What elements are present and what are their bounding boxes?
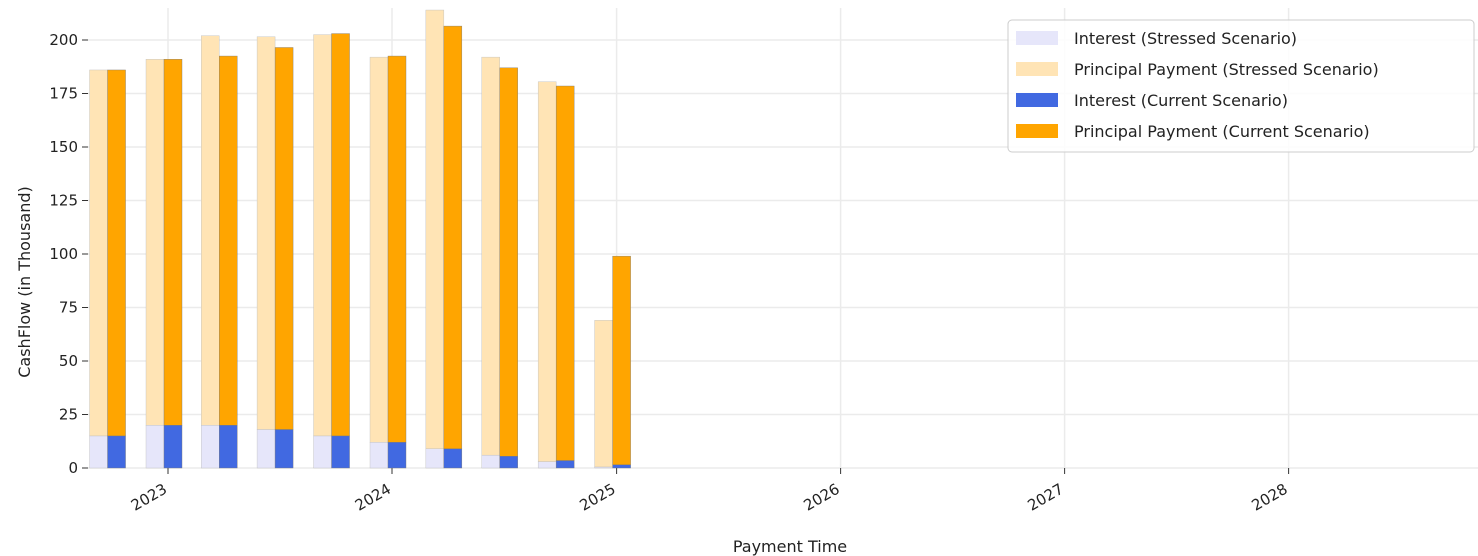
bar-current-interest (443, 448, 463, 469)
bar-current-interest (499, 456, 518, 469)
bar-current-interest (163, 425, 183, 469)
bar-stressed-interest (256, 429, 276, 469)
bar-stressed-interest (89, 435, 108, 469)
legend-swatch (1016, 93, 1058, 107)
y-tick-label: 125 (49, 192, 78, 210)
legend-swatch (1016, 62, 1058, 76)
bar-current-principal (443, 25, 463, 449)
bars (89, 9, 631, 469)
bar-current-principal (331, 33, 350, 437)
bar-current-principal (107, 69, 126, 437)
x-tick-label: 2027 (1025, 480, 1067, 515)
y-tick-label: 150 (49, 138, 78, 156)
x-tick-marks (167, 468, 1290, 474)
x-tick-label: 2028 (1249, 480, 1291, 515)
x-axis-title: Payment Time (733, 537, 847, 556)
bar-current-principal (274, 47, 294, 430)
bar-stressed-interest (201, 425, 220, 469)
bar-current-principal (387, 55, 407, 443)
y-tick-labels: 0 25 50 75 100 125 150 175 200 (49, 31, 78, 477)
bar-current-interest (331, 435, 350, 469)
legend: Interest (Stressed Scenario) Principal Pa… (1007, 19, 1475, 153)
bar-stressed-principal (313, 34, 332, 437)
x-tick-labels: 2023 2024 2025 2026 2027 2028 (128, 480, 1291, 515)
bar-stressed-principal (145, 59, 165, 426)
bar-stressed-interest (537, 461, 557, 469)
bar-current-interest (219, 425, 238, 469)
bar-stressed-interest (369, 442, 389, 469)
y-axis-title: CashFlow (in Thousand) (15, 186, 34, 378)
bar-stressed-principal (537, 81, 557, 462)
y-tick-label: 0 (68, 459, 78, 477)
bar-stressed-principal (481, 56, 500, 456)
x-tick-label: 2026 (801, 480, 843, 515)
legend-label: Interest (Stressed Scenario) (1074, 29, 1297, 48)
bar-stressed-principal (369, 56, 389, 443)
bar-current-principal (219, 55, 238, 426)
y-tick-label: 50 (59, 352, 78, 370)
bar-stressed-principal (89, 69, 108, 437)
bar-current-interest (274, 429, 294, 469)
legend-label: Principal Payment (Stressed Scenario) (1074, 60, 1379, 79)
x-tick-label: 2024 (352, 480, 394, 515)
bar-stressed-interest (425, 448, 445, 469)
bar-current-interest (387, 442, 407, 469)
x-tick-label: 2025 (577, 480, 619, 515)
bar-current-principal (555, 85, 575, 461)
bar-stressed-principal (594, 320, 613, 468)
bar-stressed-principal (201, 35, 220, 426)
bar-current-interest (555, 460, 575, 469)
legend-label: Interest (Current Scenario) (1074, 91, 1288, 110)
bar-stressed-principal (425, 9, 445, 449)
y-tick-label: 25 (59, 406, 78, 424)
bar-current-principal (163, 59, 183, 426)
y-tick-label: 100 (49, 245, 78, 263)
bar-current-principal (499, 67, 518, 457)
y-tick-label: 175 (49, 85, 78, 103)
bar-stressed-principal (256, 36, 276, 430)
legend-swatch (1016, 31, 1058, 45)
x-tick-label: 2023 (128, 480, 170, 515)
y-tick-label: 75 (59, 299, 78, 317)
legend-frame (1007, 19, 1475, 153)
y-tick-marks (82, 39, 88, 469)
bar-stressed-interest (481, 454, 500, 469)
bar-stressed-interest (313, 435, 332, 469)
bar-current-interest (107, 435, 126, 469)
bar-current-principal (612, 255, 631, 465)
bar-current-interest (612, 464, 631, 469)
legend-swatch (1016, 124, 1058, 138)
bar-stressed-interest (145, 425, 165, 469)
legend-label: Principal Payment (Current Scenario) (1074, 122, 1370, 141)
y-tick-label: 200 (49, 31, 78, 49)
